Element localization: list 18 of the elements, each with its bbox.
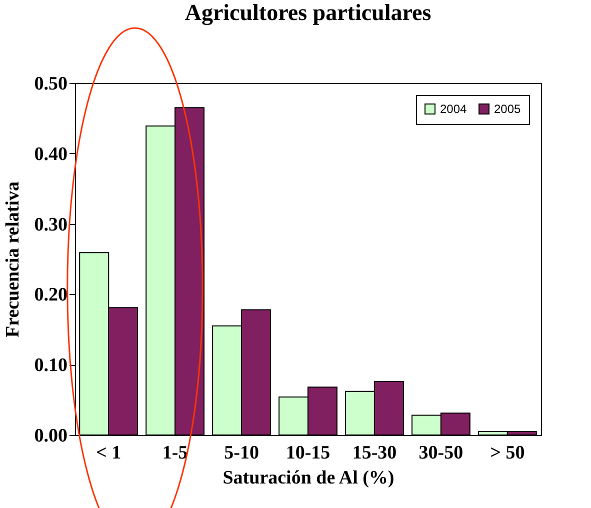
- y-tick-label: 0.50: [34, 74, 68, 94]
- x-tick-label: 5-10: [224, 442, 259, 464]
- x-tick-label: 15-30: [352, 442, 397, 464]
- y-tick-label: 0.40: [34, 144, 68, 165]
- x-tick-label: 1-5: [162, 442, 188, 464]
- y-tick-label: 0.30: [34, 214, 68, 236]
- y-tick-label: 0.10: [34, 355, 68, 376]
- y-tick-label: 0.00: [34, 426, 68, 446]
- legend-label: 2005: [494, 102, 522, 116]
- x-tick-label: 30-50: [418, 442, 464, 464]
- x-tick-label: < 1: [96, 442, 122, 464]
- chart-title: Agricultores particulares: [184, 0, 432, 26]
- y-axis-title: Frecuencia relativa: [2, 181, 24, 338]
- legend-label: 2004: [440, 102, 468, 116]
- x-tick-label: 10-15: [286, 442, 330, 464]
- x-tick-label: > 50: [490, 442, 525, 464]
- y-tick-label: 0.20: [34, 284, 68, 306]
- x-axis-title: Saturación de Al (%): [222, 468, 394, 488]
